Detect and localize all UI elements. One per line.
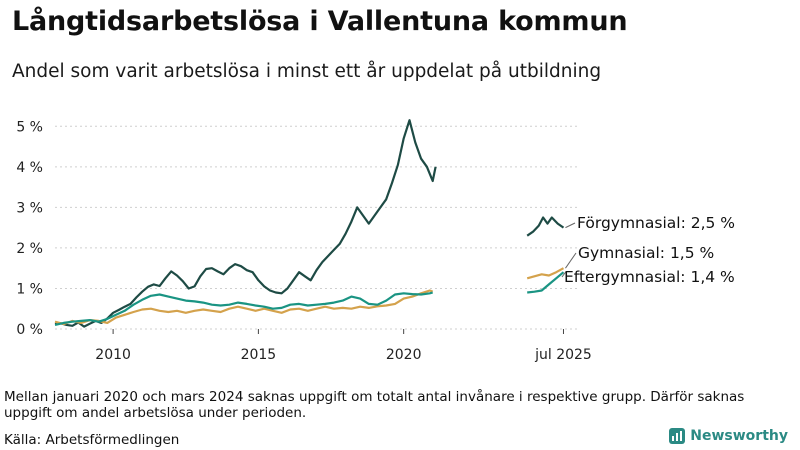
y-tick-label: 1 % bbox=[16, 281, 43, 297]
newsworthy-logo-icon bbox=[669, 428, 686, 444]
x-tick-label: jul 2025 bbox=[534, 347, 592, 363]
chart-subtitle: Andel som varit arbetslösa i minst ett å… bbox=[12, 61, 602, 82]
series-label-gymnasial: Gymnasial: 1,5 % bbox=[578, 244, 714, 262]
brand-name: Newsworthy bbox=[690, 428, 788, 444]
y-tick-label: 2 % bbox=[16, 241, 43, 257]
y-tick-label: 5 % bbox=[16, 119, 43, 135]
x-tick-label: 2020 bbox=[386, 347, 422, 363]
footnote: Mellan januari 2020 och mars 2024 saknas… bbox=[4, 389, 745, 421]
y-tick-label: 4 % bbox=[16, 160, 43, 176]
brand[interactable]: Newsworthy bbox=[669, 428, 788, 444]
chart-title: Långtidsarbetslösa i Vallentuna kommun bbox=[12, 6, 628, 37]
y-tick-label: 0 % bbox=[16, 322, 43, 338]
series-label-eftergymnasial: Eftergymnasial: 1,4 % bbox=[564, 268, 735, 286]
series-label-leader bbox=[565, 222, 576, 229]
x-tick-label: 2010 bbox=[95, 347, 131, 363]
series-line-förgymnasial bbox=[54, 119, 437, 328]
series-labels: Förgymnasial: 2,5 % Gymnasial: 1,5 % Efter… bbox=[561, 214, 735, 286]
series-line-eftergymnasial bbox=[527, 271, 565, 294]
series-line-gymnasial bbox=[54, 289, 434, 326]
series-line-gymnasial bbox=[526, 267, 565, 280]
line-chart: 0 %1 %2 %3 %4 %5 % 2010 2015 2020 jul 2025 … bbox=[16, 119, 735, 363]
gridlines bbox=[55, 125, 578, 330]
series-label-leader bbox=[565, 252, 577, 269]
series-label-förgymnasial: Förgymnasial: 2,5 % bbox=[577, 214, 735, 232]
y-axis-ticks: 0 % 1 % 2 % 3 % 4 % 5 % bbox=[16, 119, 43, 338]
y-tick-label: 3 % bbox=[16, 200, 43, 216]
series-line-förgymnasial bbox=[526, 216, 565, 237]
series-lines bbox=[54, 119, 565, 328]
series-line-eftergymnasial bbox=[54, 291, 433, 326]
x-tick-label: 2015 bbox=[241, 347, 277, 363]
series-label-leader bbox=[561, 271, 566, 278]
x-axis-ticks: 2010 2015 2020 jul 2025 bbox=[95, 329, 592, 363]
source-text: Källa: Arbetsförmedlingen bbox=[4, 432, 180, 448]
